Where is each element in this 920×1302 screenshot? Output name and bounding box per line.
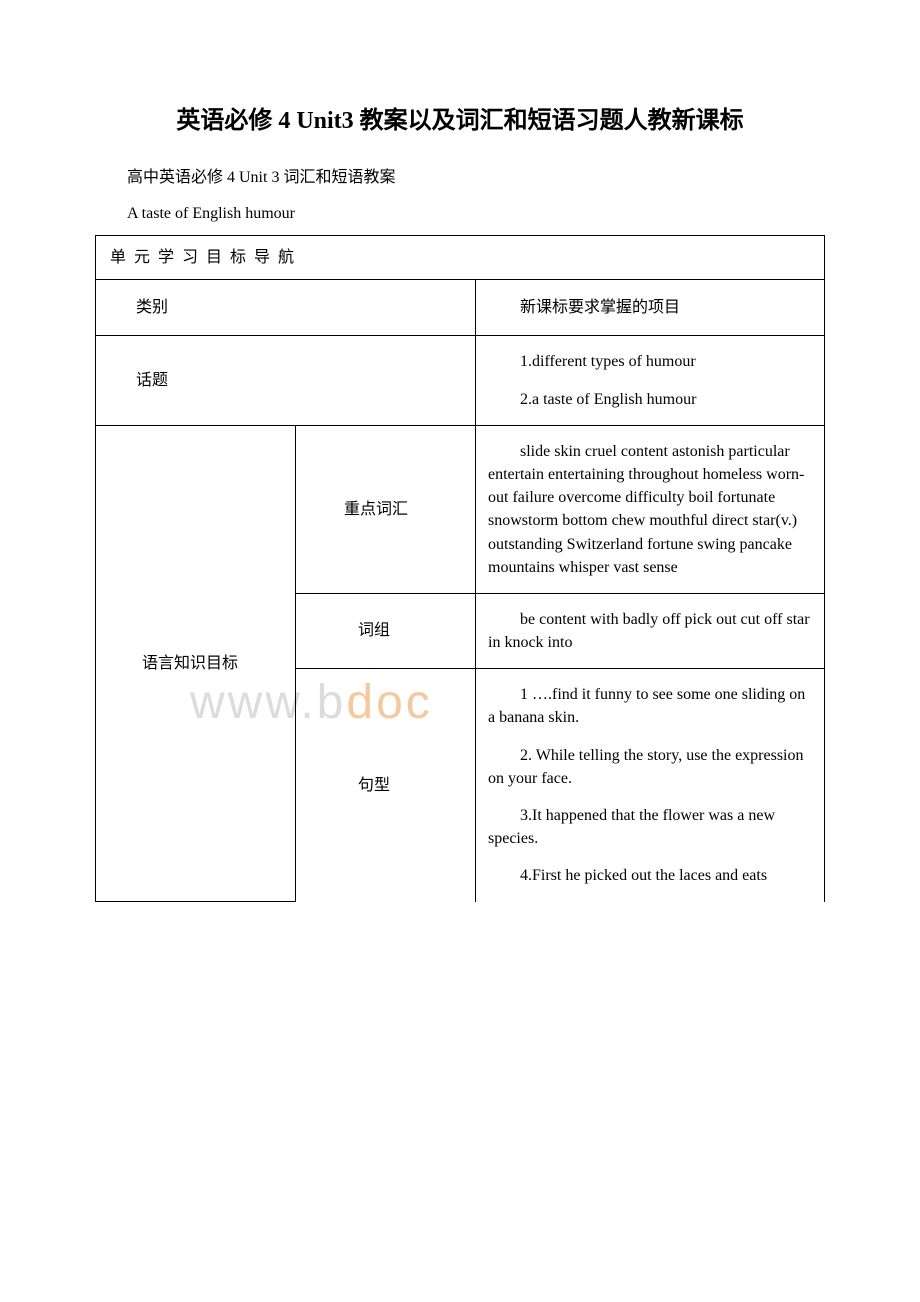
category-value-text: 新课标要求掌握的项目	[488, 296, 812, 319]
topic-value-2: 2.a taste of English humour	[488, 388, 812, 411]
sentence-1: 1 ….find it funny to see some one slidin…	[488, 683, 812, 729]
topic-label: 话题	[96, 336, 476, 425]
table-header-cell: 单 元 学 习 目 标 导 航	[96, 236, 825, 280]
sentence-3: 3.It happened that the flower was a new …	[488, 804, 812, 850]
vocab-label: 重点词汇	[296, 425, 476, 593]
vocab-value-text: slide skin cruel content astonish partic…	[488, 440, 812, 579]
table-header-row: 单 元 学 习 目 标 导 航	[96, 236, 825, 280]
lang-goal-label: 语言知识目标	[96, 425, 296, 901]
goal-table: 单 元 学 习 目 标 导 航 类别 新课标要求掌握的项目 话题 1.diffe…	[95, 235, 825, 902]
sentence-4: 4.First he picked out the laces and eats	[488, 864, 812, 887]
subtitle-line-2: A taste of English humour	[95, 205, 825, 223]
topic-value-1: 1.different types of humour	[488, 350, 812, 373]
category-value: 新课标要求掌握的项目	[476, 280, 825, 336]
table-row-vocab: 语言知识目标 重点词汇 slide skin cruel content ast…	[96, 425, 825, 593]
table-row-topic: 话题 1.different types of humour 2.a taste…	[96, 336, 825, 425]
category-label: 类别	[96, 280, 476, 336]
sentence-value: 1 ….find it funny to see some one slidin…	[476, 669, 825, 902]
phrase-label: 词组	[296, 593, 476, 668]
phrase-value: be content with badly off pick out cut o…	[476, 593, 825, 668]
page-title: 英语必修 4 Unit3 教案以及词汇和短语习题人教新课标	[95, 100, 825, 135]
topic-value: 1.different types of humour 2.a taste of…	[476, 336, 825, 425]
sentence-label: 句型	[296, 669, 476, 902]
vocab-value: slide skin cruel content astonish partic…	[476, 425, 825, 593]
subtitle-line-1: 高中英语必修 4 Unit 3 词汇和短语教案	[95, 163, 825, 187]
table-row-category: 类别 新课标要求掌握的项目	[96, 280, 825, 336]
phrase-value-text: be content with badly off pick out cut o…	[488, 608, 812, 654]
sentence-2: 2. While telling the story, use the expr…	[488, 744, 812, 790]
